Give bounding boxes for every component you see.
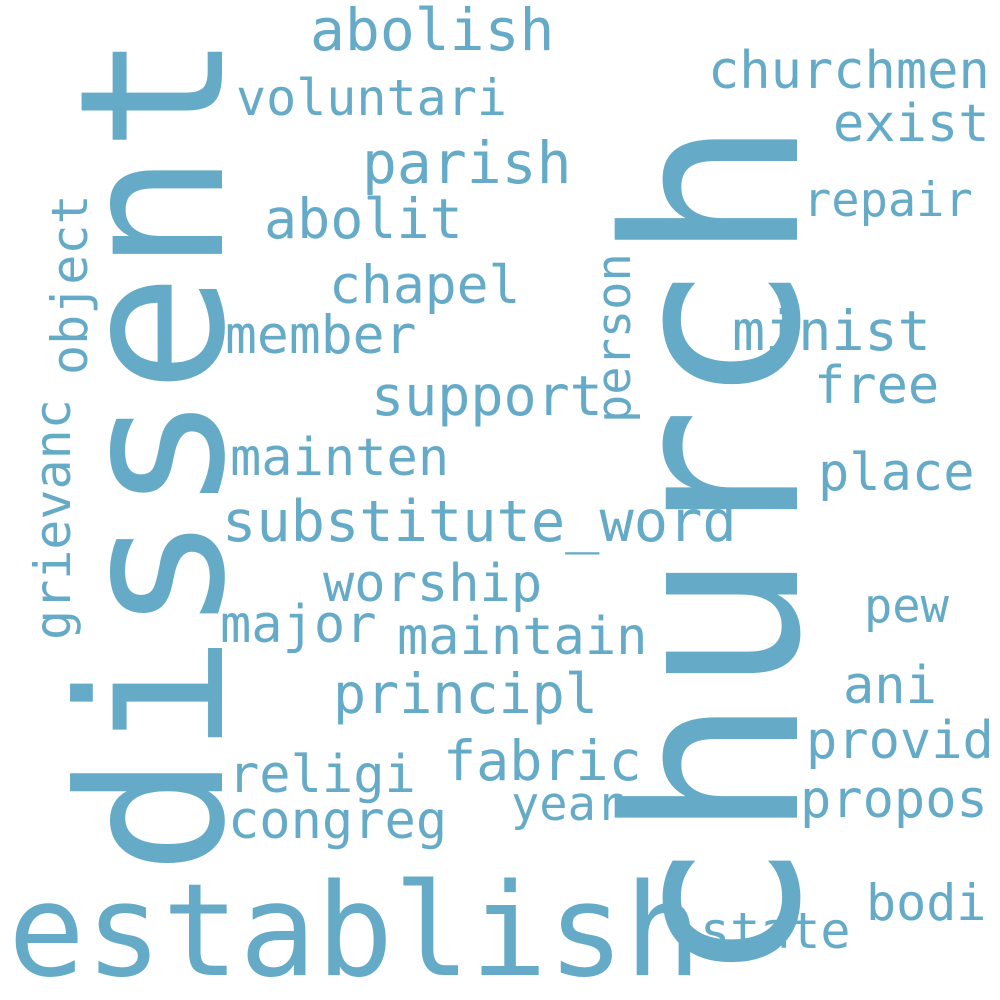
word-grievanc: grievanc — [24, 399, 82, 640]
word-minist: minist — [732, 299, 931, 363]
word-establish: establish — [8, 857, 702, 1000]
word-member: member — [225, 305, 416, 366]
word-support: support — [371, 364, 603, 428]
word-repair: repair — [803, 173, 973, 228]
word-church: church — [574, 118, 854, 985]
word-worship: worship — [323, 554, 542, 614]
word-exist: exist — [833, 94, 990, 154]
word-voluntari: voluntari — [236, 69, 507, 127]
word-year: year — [511, 777, 624, 832]
word-dissent: dissent — [37, 32, 270, 875]
word-provid: provid — [806, 711, 994, 771]
word-substitute-word: substitute_word — [222, 489, 737, 555]
word-maintain: maintain — [397, 607, 647, 667]
word-abolish: abolish — [310, 0, 554, 64]
word-pew: pew — [864, 579, 950, 634]
word-religi: religi — [228, 745, 416, 805]
word-state: state — [700, 902, 851, 960]
word-free: free — [814, 356, 939, 416]
word-place: place — [818, 443, 975, 503]
word-propos: propos — [800, 770, 988, 830]
word-chapel: chapel — [329, 255, 520, 316]
word-parish: parish — [362, 129, 572, 197]
word-abolit: abolit — [264, 187, 463, 251]
word-person: person — [587, 253, 642, 423]
word-congreg: congreg — [228, 791, 447, 851]
word-principl: principl — [333, 662, 598, 726]
word-bodi: bodi — [866, 874, 986, 932]
word-ani: ani — [843, 656, 937, 716]
word-fabric: fabric — [443, 729, 642, 793]
word-object: object — [41, 194, 99, 375]
word-churchmen: churchmen — [708, 41, 990, 101]
word-major: major — [220, 595, 377, 655]
word-mainten: mainten — [230, 428, 449, 488]
